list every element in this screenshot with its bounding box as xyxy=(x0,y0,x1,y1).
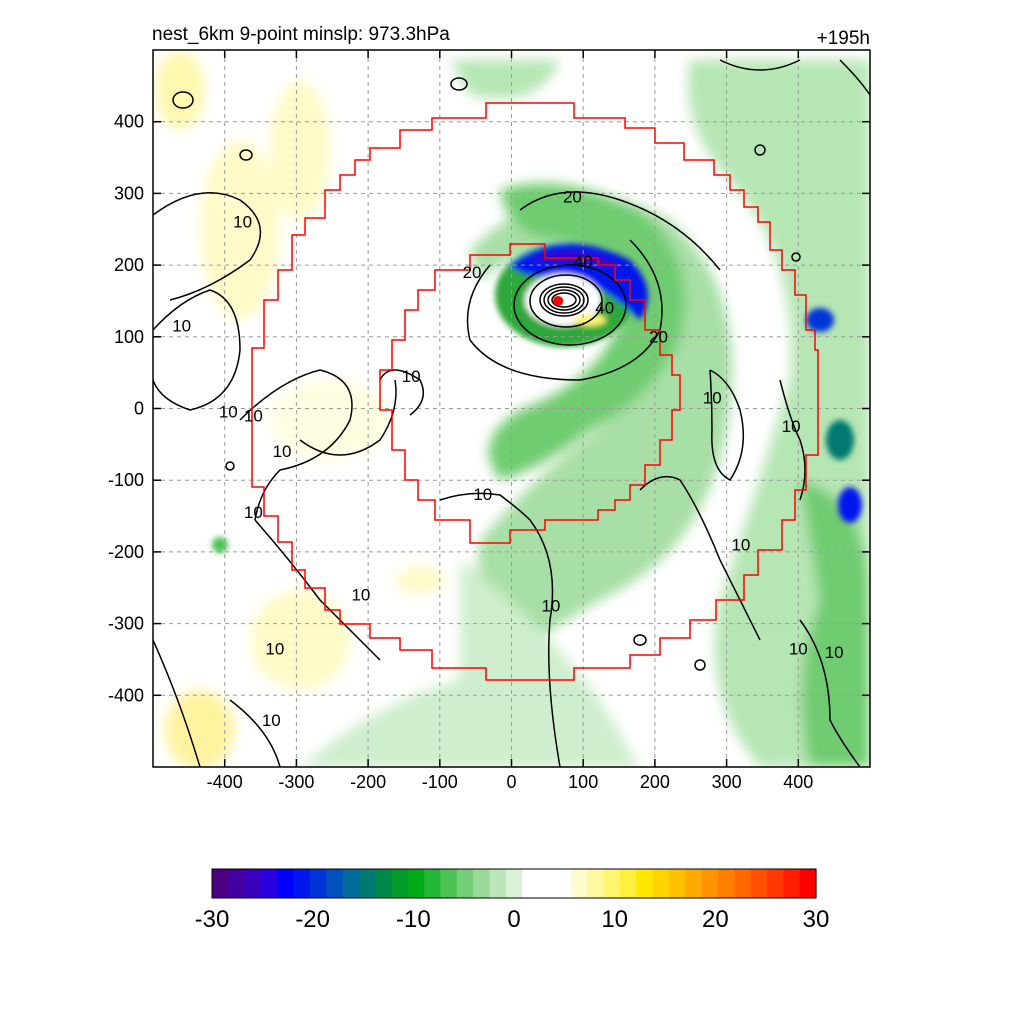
colorbar-swatch xyxy=(587,869,605,898)
colorbar-swatch xyxy=(620,869,638,898)
colorbar-swatch xyxy=(603,869,621,898)
colorbar-swatch xyxy=(260,869,278,898)
x-tick-label: -300 xyxy=(278,772,314,792)
colorbar-swatch xyxy=(767,869,784,898)
x-tick-label: -200 xyxy=(350,772,386,792)
y-tick-label: 200 xyxy=(114,255,144,275)
colorbar-swatch xyxy=(309,869,327,898)
colorbar-swatch xyxy=(293,869,311,898)
colorbar-swatch xyxy=(636,869,654,898)
colorbar-tick-label: -20 xyxy=(295,906,330,933)
colorbar-swatch xyxy=(669,869,687,898)
contour-label: 40 xyxy=(595,299,614,318)
contour-lines xyxy=(153,59,870,767)
colorbar-tick-label: -10 xyxy=(396,906,431,933)
storm-center-marker xyxy=(553,295,564,306)
contour-labels: 10 10 10 10 10 10 10 10 10 10 10 20 20 40 40 20 10 10 10 10… xyxy=(172,188,844,730)
y-tick-label: 300 xyxy=(114,183,144,203)
colorbar-swatch xyxy=(375,869,393,898)
colorbar-swatch xyxy=(652,869,670,898)
colorbar-swatch xyxy=(571,869,589,898)
contour-label: 20 xyxy=(563,188,582,207)
contour-label: 10 xyxy=(402,367,421,386)
colorbar-swatch xyxy=(277,869,295,898)
x-tick-label: 100 xyxy=(568,772,598,792)
colorbar-swatch xyxy=(685,869,703,898)
contour-label: 10 xyxy=(351,586,370,605)
contour-label: 10 xyxy=(233,213,252,232)
contour-label: 40 xyxy=(574,252,593,271)
colorbar-swatch xyxy=(440,869,458,898)
colorbar-tick-label: 20 xyxy=(702,906,729,933)
y-tick-label: 100 xyxy=(114,327,144,347)
y-tick-label: -100 xyxy=(108,470,144,490)
colorbar-swatch xyxy=(424,869,442,898)
contour-label: 10 xyxy=(825,643,844,662)
x-tick-label: 300 xyxy=(712,772,742,792)
plot-area: 10 10 10 10 10 10 10 10 10 10 10 20 20 40 40 20 10 10 10 10… xyxy=(153,50,870,767)
colorbar-swatch xyxy=(734,869,752,898)
contour-label: 10 xyxy=(219,403,238,422)
contour-label: 10 xyxy=(703,388,722,407)
contour-label: 10 xyxy=(262,711,281,730)
forecast-hour-label: +195h xyxy=(817,28,870,49)
domain-boundaries xyxy=(251,102,819,681)
contour-label: 10 xyxy=(273,442,292,461)
contour-label: 10 xyxy=(789,639,808,658)
x-tick-label: -100 xyxy=(422,772,458,792)
contour-label: 20 xyxy=(649,327,668,346)
colorbar-swatch xyxy=(750,869,768,898)
colorbar-swatch xyxy=(473,869,491,898)
contour-label: 10 xyxy=(172,317,191,336)
y-tick-label: 400 xyxy=(114,112,144,132)
contour-label: 10 xyxy=(265,639,284,658)
chart-title: nest_6km 9-point minslp: 973.3hPa xyxy=(152,24,450,45)
colorbar xyxy=(211,868,817,899)
x-tick-label: 200 xyxy=(640,772,670,792)
contour-label: 10 xyxy=(244,406,263,425)
colorbar-swatch xyxy=(799,869,817,898)
colorbar-swatch xyxy=(212,869,229,898)
colorbar-swatch xyxy=(228,869,246,898)
x-tick-label: -400 xyxy=(207,772,243,792)
contour-label: 10 xyxy=(244,503,263,522)
colorbar-swatch xyxy=(342,869,360,898)
y-axis: 400 300 200 100 0 -100 -200 -300 -400 xyxy=(108,112,870,705)
colorbar-swatch xyxy=(456,869,474,898)
colorbar-swatch xyxy=(505,869,523,898)
colorbar-tick-label: 10 xyxy=(601,906,628,933)
colorbar-tick-label: 30 xyxy=(803,906,830,933)
colorbar-swatch xyxy=(554,869,572,898)
colorbar-tick-labels: -30 -20 -10 0 10 20 30 xyxy=(195,906,830,933)
y-tick-label: -300 xyxy=(108,614,144,634)
contour-label: 10 xyxy=(473,485,492,504)
colorbar-swatch xyxy=(391,869,409,898)
colorbar-swatch xyxy=(489,869,507,898)
colorbar-swatch xyxy=(326,869,344,898)
colorbar-tick-label: -30 xyxy=(195,906,230,933)
contour-label: 10 xyxy=(782,417,801,436)
contour-label: 10 xyxy=(731,535,750,554)
colorbar-tick-label: 0 xyxy=(507,906,520,933)
y-tick-label: 0 xyxy=(134,399,144,419)
y-tick-label: -200 xyxy=(108,542,144,562)
x-axis: -400 -300 -200 -100 0 100 200 300 400 xyxy=(207,50,813,792)
colorbar-swatch xyxy=(701,869,719,898)
y-tick-label: -400 xyxy=(108,685,144,705)
colorbar-swatch xyxy=(522,869,540,898)
contour-label: 20 xyxy=(463,263,482,282)
colorbar-swatch xyxy=(538,869,556,898)
colorbar-swatch xyxy=(358,869,376,898)
colorbar-frame xyxy=(211,868,817,899)
colorbar-swatch xyxy=(407,869,425,898)
colorbar-swatch xyxy=(783,869,801,898)
colorbar-swatch xyxy=(718,869,735,898)
contour-label: 10 xyxy=(541,596,560,615)
colorbar-swatch xyxy=(244,869,262,898)
x-tick-label: 0 xyxy=(506,772,516,792)
x-tick-label: 400 xyxy=(783,772,813,792)
